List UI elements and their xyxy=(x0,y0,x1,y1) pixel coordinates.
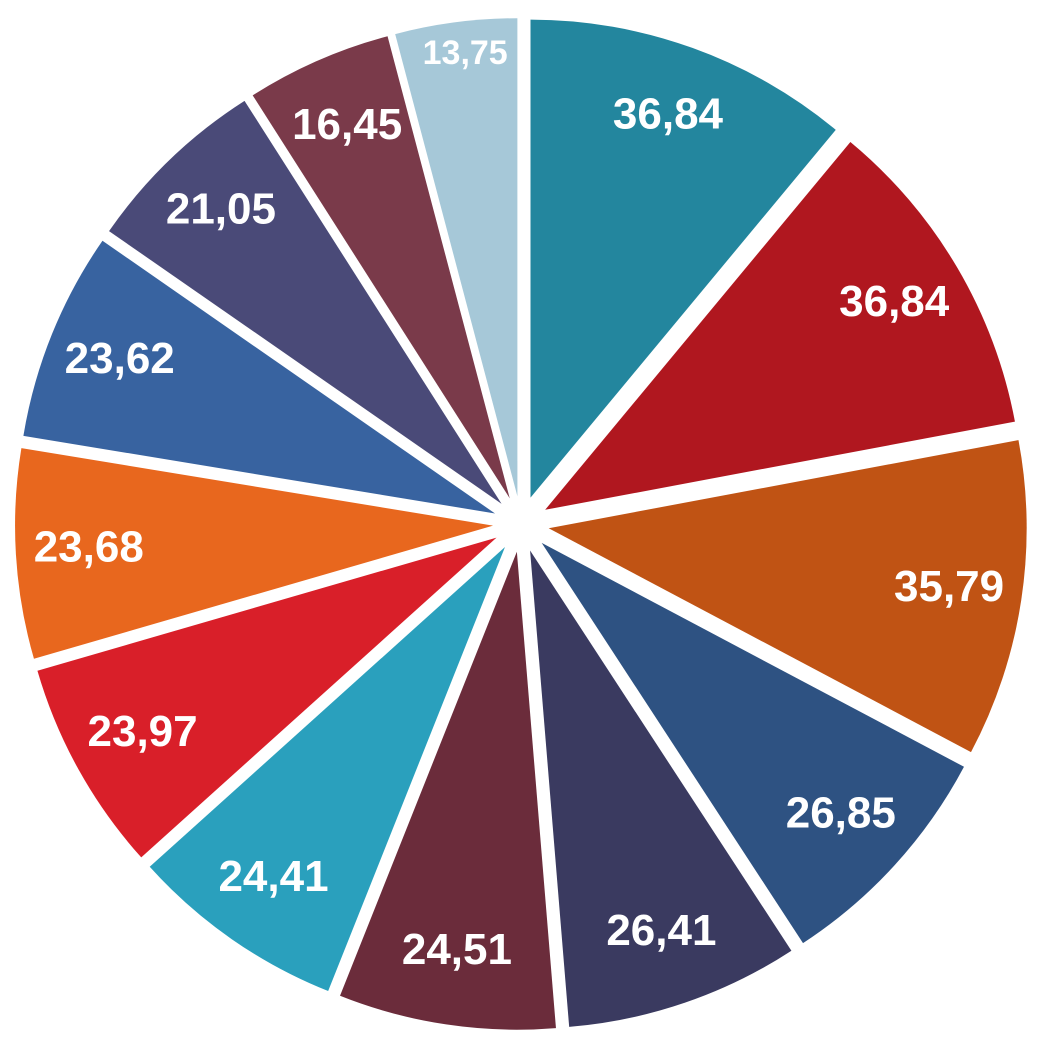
slice-label: 36,84 xyxy=(839,277,950,326)
pie-slice xyxy=(548,440,1027,753)
slice-label: 36,84 xyxy=(613,89,724,138)
pie-slice xyxy=(149,546,505,992)
pie-slice xyxy=(23,240,496,514)
pie-slice xyxy=(530,19,836,498)
pie-slice xyxy=(340,551,556,1030)
slice-label: 23,68 xyxy=(34,522,144,571)
slice-label: 24,41 xyxy=(218,852,328,901)
slice-label: 26,41 xyxy=(606,906,716,955)
slice-label: 21,05 xyxy=(166,184,276,233)
slice-label: 35,79 xyxy=(894,562,1004,611)
slice-label: 24,51 xyxy=(402,925,512,974)
pie-slice xyxy=(109,100,502,504)
slice-label: 23,97 xyxy=(88,707,198,756)
slice-label: 16,45 xyxy=(292,100,402,149)
pie-slice xyxy=(541,542,964,944)
pie-slice xyxy=(15,448,494,659)
pie-slice xyxy=(252,36,510,499)
slice-label: 13,75 xyxy=(423,34,508,72)
slice-label: 26,85 xyxy=(786,789,896,838)
pie-slice xyxy=(530,550,792,1027)
pie-slice xyxy=(37,537,497,858)
pie-slice xyxy=(545,141,1015,510)
pie-slice xyxy=(395,18,518,497)
slice-label: 23,62 xyxy=(65,334,175,383)
